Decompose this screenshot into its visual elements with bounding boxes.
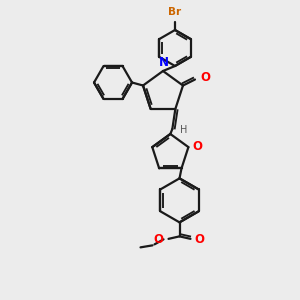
Text: N: N [159,56,169,69]
Text: H: H [180,125,188,135]
Text: O: O [192,140,203,153]
Text: O: O [154,233,164,246]
Text: O: O [194,233,205,246]
Text: O: O [200,71,210,84]
Text: Br: Br [168,7,182,17]
